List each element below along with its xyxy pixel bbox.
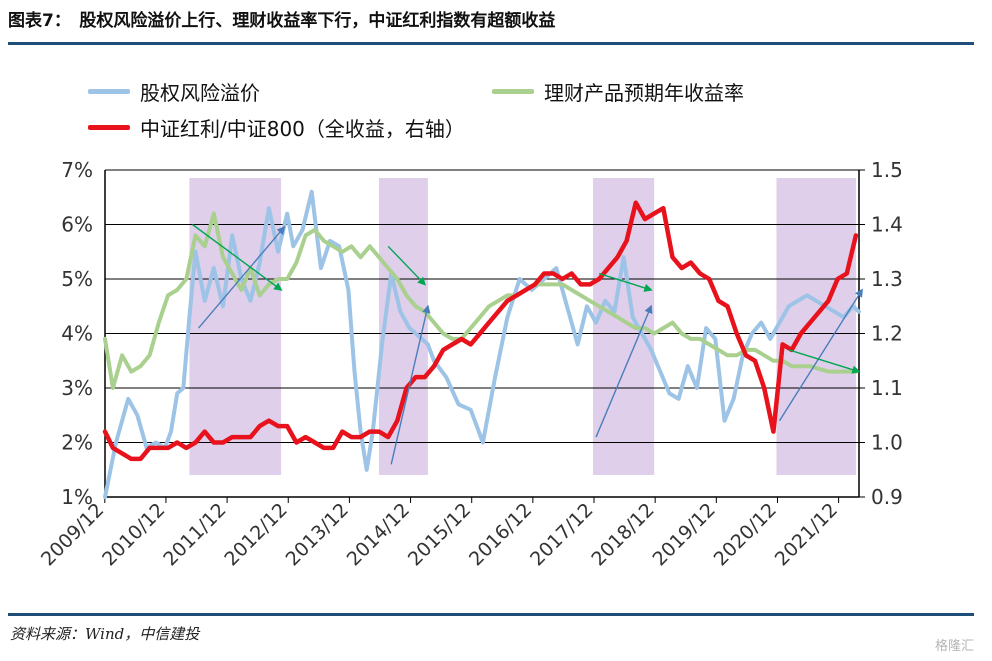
legend-item-erp: 股权风险溢价 bbox=[88, 77, 260, 106]
trend-arrow-green bbox=[192, 223, 283, 291]
trend-arrow-blue bbox=[595, 304, 653, 438]
y-left-tick-label: 1% bbox=[61, 485, 93, 509]
source-note: 资料来源：Wind，中信建投 bbox=[10, 625, 200, 643]
legend-swatch-erp bbox=[88, 89, 130, 94]
watermark: 格隆汇 bbox=[934, 639, 974, 654]
series-line-erp bbox=[103, 189, 861, 499]
shaded-period bbox=[378, 178, 428, 475]
y-left-tick-label: 5% bbox=[61, 267, 93, 291]
y-left-tick-label: 7% bbox=[61, 158, 93, 182]
y-left-tick-label: 3% bbox=[61, 376, 93, 400]
trend-arrow-green bbox=[387, 245, 426, 286]
y-right-tick-label: 0.9 bbox=[871, 485, 903, 509]
y-right-tick-label: 1.5 bbox=[871, 158, 903, 182]
x-tick-label: 2014/12 bbox=[343, 499, 414, 570]
y-left-tick-label: 2% bbox=[61, 431, 93, 455]
series-line-dividend bbox=[102, 200, 859, 462]
x-tick-label: 2020/12 bbox=[710, 499, 781, 570]
footer-rule bbox=[8, 613, 974, 616]
y-right-tick-label: 1.2 bbox=[871, 322, 903, 346]
x-tick-label: 2011/12 bbox=[159, 499, 230, 570]
y-right-tick-label: 1.1 bbox=[871, 376, 903, 400]
x-tick-label: 2013/12 bbox=[282, 499, 353, 570]
legend-swatch-dividend bbox=[88, 125, 130, 130]
trend-arrow-green bbox=[788, 349, 861, 374]
legend-label-wmp: 理财产品预期年收益率 bbox=[544, 81, 744, 105]
x-tick-label: 2019/12 bbox=[648, 499, 719, 570]
legend-swatch-wmp bbox=[492, 89, 534, 94]
legend-label-erp: 股权风险溢价 bbox=[140, 81, 260, 105]
y-right-tick-label: 1.4 bbox=[871, 213, 903, 237]
y-right-tick-label: 1.3 bbox=[871, 267, 903, 291]
x-tick-label: 2015/12 bbox=[404, 499, 475, 570]
y-left-tick-label: 6% bbox=[61, 213, 93, 237]
x-tick-label: 2018/12 bbox=[587, 499, 658, 570]
x-tick-label: 2009/12 bbox=[37, 499, 108, 570]
title-rule bbox=[8, 42, 974, 45]
trend-arrow-green bbox=[598, 272, 653, 292]
figure-title: 图表7： 股权风险溢价上行、理财收益率下行，中证红利指数有超额收益 bbox=[8, 11, 556, 31]
y-right-tick-label: 1.0 bbox=[871, 431, 903, 455]
shaded-period bbox=[776, 178, 856, 475]
x-tick-label: 2016/12 bbox=[465, 499, 536, 570]
series-line-wmp bbox=[103, 211, 858, 390]
legend-item-dividend: 中证红利/中证800（全收益，右轴） bbox=[88, 113, 465, 142]
x-tick-label: 2010/12 bbox=[98, 499, 169, 570]
x-tick-label: 2021/12 bbox=[771, 499, 842, 570]
trend-arrow-blue bbox=[778, 288, 863, 422]
legend-item-wmp: 理财产品预期年收益率 bbox=[492, 77, 744, 106]
y-left-tick-label: 4% bbox=[61, 322, 93, 346]
x-tick-label: 2017/12 bbox=[526, 499, 597, 570]
trend-arrow-blue bbox=[198, 225, 286, 329]
x-tick-label: 2012/12 bbox=[220, 499, 291, 570]
legend-label-dividend: 中证红利/中证800（全收益，右轴） bbox=[140, 117, 465, 141]
trend-arrow-blue bbox=[390, 304, 431, 465]
